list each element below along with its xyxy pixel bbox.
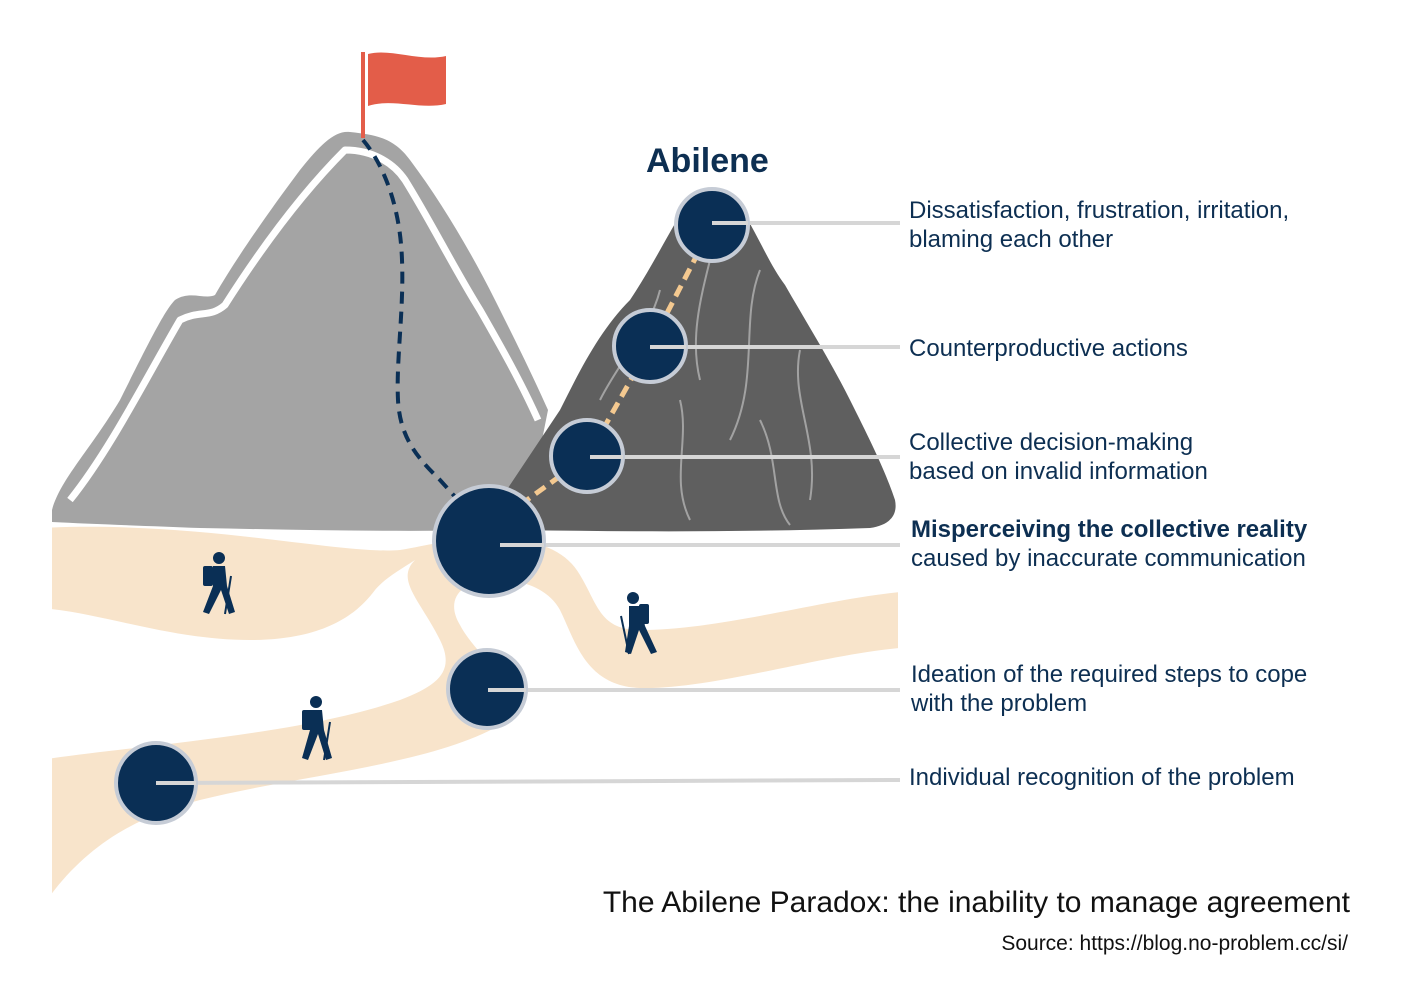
diagram-caption: The Abilene Paradox: the inability to ma… <box>602 886 1350 919</box>
stage-label-line: Misperceiving the collective reality <box>911 516 1308 543</box>
stage-label-line: based on invalid information <box>909 458 1208 485</box>
source-link[interactable]: Source: https://blog.no-problem.cc/si/ <box>1001 932 1348 955</box>
hiker-icon <box>302 696 332 761</box>
stage-label-6: Dissatisfaction, frustration, irritation… <box>909 196 1289 254</box>
stage-label-line: Collective decision-making <box>909 429 1194 456</box>
stage-label-1: Individual recognition of the problem <box>909 763 1295 792</box>
stage-label-3: Misperceiving the collective reality cau… <box>911 515 1307 573</box>
summit-route <box>361 138 460 502</box>
stage-label-line: blaming each other <box>909 226 1114 253</box>
flag-icon <box>368 52 446 106</box>
stage-label-5: Counterproductive actions <box>909 334 1188 363</box>
stage-label-line: Counterproductive actions <box>909 335 1188 362</box>
stage-label-line: Individual recognition of the problem <box>909 764 1295 791</box>
mountain-snow-edge <box>67 146 542 503</box>
stage-label-line: Ideation of the required steps to cope <box>911 661 1308 688</box>
abilene-route <box>518 224 715 508</box>
stage-label-line: caused by inaccurate communication <box>911 545 1306 572</box>
stage-label-line: Dissatisfaction, frustration, irritation… <box>909 197 1290 224</box>
grey-mountain <box>52 131 548 531</box>
hiker-icon <box>203 552 235 615</box>
stage-label-4: Collective decision-making based on inva… <box>909 428 1208 486</box>
node-ticks <box>156 221 748 785</box>
stage-label-line: with the problem <box>911 690 1088 717</box>
hiker-icon <box>620 592 657 655</box>
stage-node-3 <box>432 484 546 598</box>
goal-label: Abilene <box>646 142 769 180</box>
stage-label-2: Ideation of the required steps to cope w… <box>911 660 1307 718</box>
